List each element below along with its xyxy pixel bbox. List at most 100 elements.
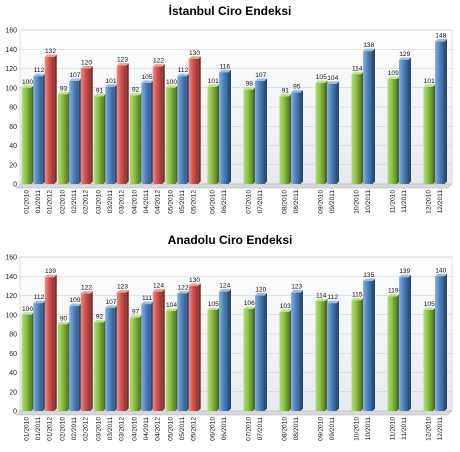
x-tick-label: 11/2011: [401, 190, 408, 213]
x-tick-label: 08/2011: [293, 417, 300, 441]
x-tick-label: 02/2010: [60, 190, 67, 214]
bar-05-2010: [165, 85, 178, 184]
y-tick-label: 40: [9, 143, 17, 150]
bar-09-2011: [327, 300, 339, 411]
y-tick-label: 100: [5, 85, 17, 92]
bar-04-2010: [129, 315, 142, 411]
x-tick-label: 04/2011: [143, 190, 150, 214]
x-tick-label: 03/2012: [119, 417, 126, 441]
x-tick-label: 04/2010: [132, 190, 139, 214]
x-tick-label: 08/2010: [281, 417, 288, 441]
x-tick-label: 09/2011: [329, 190, 336, 214]
bar-value-label: 109: [388, 70, 399, 77]
bar-08-2010: [279, 93, 292, 184]
bar-04-2011: [141, 80, 154, 184]
x-tick-label: 01/2011: [35, 190, 42, 214]
x-tick-label: 10/2011: [365, 190, 372, 214]
x-tick-label: 04/2012: [155, 417, 162, 441]
x-tick-label: 01/2012: [47, 190, 54, 214]
bar-05-2011: [177, 73, 190, 184]
chart-title: Anadolu Ciro Endeksi: [167, 233, 293, 247]
plot-floor: [15, 183, 453, 189]
bar-value-label: 116: [219, 63, 230, 70]
x-tick-label: 06/2010: [209, 417, 216, 441]
bar-04-2012: [152, 64, 165, 184]
x-tick-label: 07/2010: [245, 190, 252, 214]
bar-03-2012: [116, 63, 129, 184]
y-tick-label: 160: [5, 255, 17, 262]
bar-07-2010: [243, 87, 256, 184]
bar-value-label: 101: [208, 78, 219, 85]
bar-03-2011: [105, 84, 118, 184]
x-tick-label: 05/2010: [168, 417, 175, 441]
bar-value-label: 104: [166, 302, 177, 309]
bar-value-label: 107: [255, 72, 266, 79]
bar-02-2012: [80, 291, 93, 411]
bar-value-label: 101: [105, 78, 116, 85]
x-tick-label: 12/2011: [437, 417, 444, 441]
bar-value-label: 98: [246, 81, 254, 88]
bar-value-label: 112: [34, 67, 45, 74]
bar-12-2011: [435, 273, 447, 411]
bar-value-label: 124: [219, 283, 230, 290]
x-tick-label: 07/2011: [257, 190, 264, 214]
bar-value-label: 105: [208, 301, 219, 308]
bar-11-2010: [387, 76, 400, 184]
y-tick-label: 140: [5, 274, 17, 281]
bar-value-label: 120: [81, 60, 92, 67]
bar-04-2012: [152, 289, 165, 411]
bar-value-label: 100: [22, 79, 33, 86]
bar-03-2010: [93, 319, 106, 411]
x-tick-label: 01/2012: [47, 417, 54, 441]
bar-value-label: 107: [105, 299, 116, 306]
y-tick-label: 0: [13, 182, 17, 189]
x-tick-label: 08/2010: [281, 190, 288, 214]
x-tick-label: 12/2010: [425, 417, 432, 441]
bar-03-2012: [116, 290, 129, 411]
bar-value-label: 130: [189, 277, 200, 284]
y-tick-label: 20: [9, 162, 17, 169]
bar-10-2011: [363, 48, 375, 184]
bar-value-label: 112: [34, 294, 45, 301]
bar-05-2012: [188, 56, 201, 184]
x-tick-label: 04/2011: [143, 417, 150, 441]
bar-02-2011: [69, 78, 82, 184]
bar-06-2010: [207, 307, 220, 411]
x-tick-label: 07/2010: [245, 417, 252, 441]
x-tick-label: 10/2010: [353, 190, 360, 214]
bar-09-2011: [327, 81, 339, 184]
bar-07-2011: [255, 293, 267, 411]
bar-04-2010: [129, 92, 142, 184]
bar-05-2010: [165, 308, 178, 411]
x-tick-label: 01/2011: [35, 417, 42, 441]
bar-05-2012: [188, 283, 201, 411]
bar-value-label: 139: [399, 268, 410, 275]
bar-value-label: 91: [96, 87, 104, 94]
bar-01-2011: [33, 73, 46, 184]
bar-01-2011: [33, 300, 46, 411]
anadolu-chart-panel: Anadolu Ciro Endeksi 0 20 40 60 80 100 120 140 1…: [0, 227, 460, 452]
x-tick-label: 11/2010: [389, 417, 396, 441]
bar-value-label: 129: [399, 51, 410, 58]
x-tick-label: 08/2011: [293, 190, 300, 214]
bar-09-2010: [315, 80, 328, 184]
x-tick-label: 09/2010: [317, 417, 324, 441]
bar-01-2012: [44, 274, 57, 411]
bar-value-label: 122: [81, 285, 92, 292]
bar-value-label: 119: [388, 287, 399, 294]
bar-06-2011: [219, 69, 231, 184]
chart-title: İstanbul Ciro Endeksi: [168, 4, 292, 18]
y-tick-label: 80: [9, 332, 17, 339]
bar-03-2010: [93, 93, 106, 184]
bar-10-2011: [363, 278, 375, 411]
x-tick-label: 09/2010: [317, 190, 324, 214]
x-tick-label: 02/2011: [71, 417, 78, 441]
bar-09-2010: [315, 298, 328, 411]
bar-value-label: 101: [424, 78, 435, 85]
bar-value-label: 122: [153, 58, 164, 65]
y-tick-label: 60: [9, 351, 17, 358]
y-tick-label: 40: [9, 370, 17, 377]
bar-value-label: 114: [316, 292, 327, 299]
x-tick-label: 12/2011: [437, 190, 444, 214]
bar-06-2010: [207, 84, 220, 184]
